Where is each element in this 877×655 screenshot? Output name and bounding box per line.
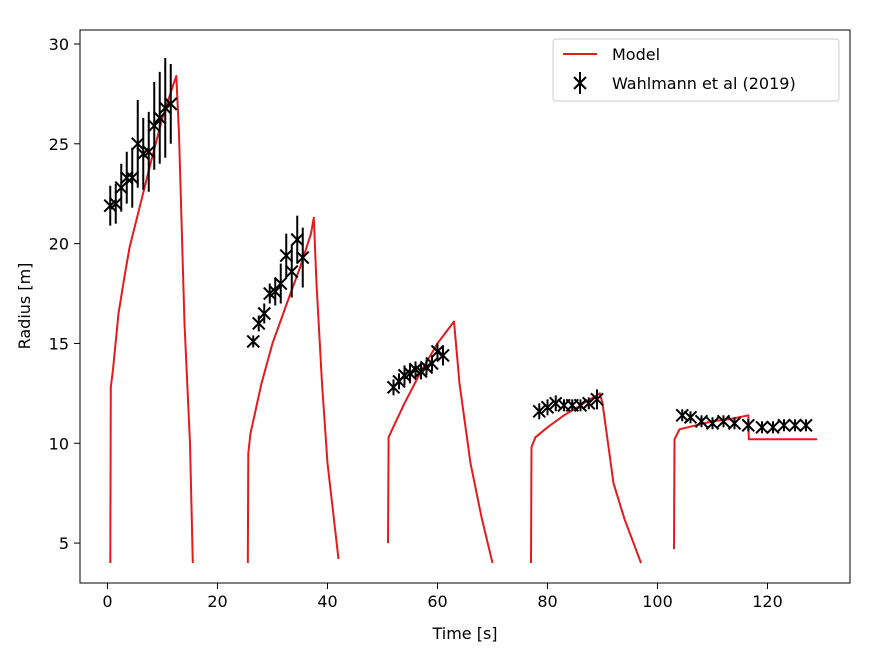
observed-point-45 [716,414,731,428]
observed-point-42 [683,410,698,425]
y-tick-label-20: 20 [49,235,69,254]
observed-point-15 [257,303,271,324]
observed-point-32 [436,345,450,366]
legend-model-label: Model [612,45,660,64]
observed-point-13 [246,334,260,349]
observed-point-12 [164,63,178,144]
observed-point-21 [290,215,304,264]
y-tick-label-10: 10 [49,434,69,453]
observed-point-17 [268,277,282,306]
x-tick-label-0: 0 [102,592,112,611]
observed-point-8 [142,111,156,192]
y-tick-label-25: 25 [49,135,69,154]
x-tick-label-120: 120 [752,592,783,611]
observed-point-11 [158,57,172,158]
x-tick-label-100: 100 [642,592,673,611]
observed-point-33 [532,403,546,420]
x-tick-label-80: 80 [537,592,557,611]
observed-point-44 [705,416,720,430]
observed-point-29 [419,359,434,376]
observed-point-52 [799,418,813,432]
x-axis: 0 20 40 60 80 100 120 [102,583,783,611]
observed-point-26 [403,363,417,384]
observed-point-18 [274,263,288,304]
observed-point-40 [590,389,604,410]
x-tick-label-60: 60 [427,592,447,611]
observed-point-31 [430,343,445,360]
observed-point-38 [573,398,588,413]
observed-point-51 [788,418,802,432]
model-line-segment-2 [246,216,340,564]
observed-point-5 [125,147,139,208]
model-line-segment-4 [530,392,642,564]
model-line-segment-3 [387,320,494,564]
axes-frame [79,29,851,584]
x-axis-label: Time [s] [431,624,497,643]
observed-point-20 [285,245,299,298]
observed-point-19 [279,233,293,278]
y-tick-label-30: 30 [49,35,69,54]
legend-observed-swatch [573,72,587,94]
observed-point-35 [549,395,563,412]
legend-box [552,38,840,102]
observed-point-48 [755,420,769,434]
y-axis: 5 10 15 20 25 30 [49,35,80,553]
y-axis-label: Radius [m] [15,263,34,350]
observed-point-10 [153,71,167,164]
observed-point-6 [131,99,145,188]
y-tick-label-5: 5 [59,534,69,553]
observed-point-2 [109,183,123,224]
legend-observed-label: Wahlmann et al (2019) [612,74,796,93]
legend: Model Wahlmann et al (2019) [552,38,840,102]
observed-point-47 [741,418,755,432]
observed-point-4 [120,151,134,204]
x-tick-label-40: 40 [317,592,337,611]
observed-point-49 [766,420,780,434]
observed-point-22 [296,227,310,288]
observed-point-46 [727,416,742,430]
observed-point-30 [425,355,439,372]
observed-point-39 [582,396,596,411]
x-tick-label-20: 20 [207,592,227,611]
observed-point-9 [147,81,161,170]
plot-area [103,57,817,564]
y-tick-label-15: 15 [49,334,69,353]
observed-point-43 [694,414,709,428]
observed-point-50 [777,418,791,432]
observed-point-41 [675,408,689,423]
observed-point-28 [414,363,428,380]
model-line-segment-1 [109,74,194,564]
observed-point-34 [540,399,555,416]
